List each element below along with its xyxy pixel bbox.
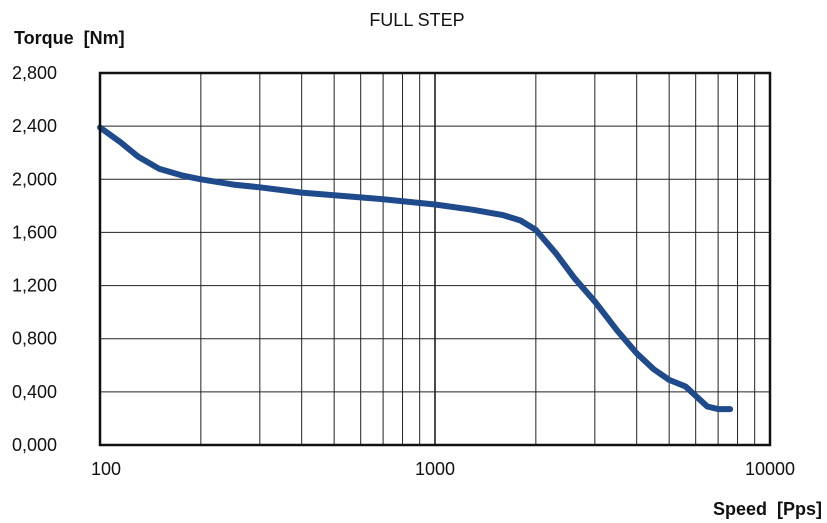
y-tick-label: 2,000 (12, 169, 57, 189)
y-tick-label: 2,400 (12, 116, 57, 136)
x-tick-label: 10000 (745, 459, 795, 479)
plot-frame (98, 71, 772, 447)
gridlines (100, 73, 770, 445)
x-tick-label: 1000 (415, 459, 455, 479)
torque-curve-line (97, 124, 734, 413)
y-tick-label: 0,000 (12, 435, 57, 455)
y-tick-label: 1,200 (12, 276, 57, 296)
y-tick-label: 0,800 (12, 329, 57, 349)
x-tick-label: 100 (91, 459, 121, 479)
y-tick-label: 2,800 (12, 63, 57, 83)
y-tick-label: 1,600 (12, 222, 57, 242)
x-axis-label: Speed [Pps] (713, 499, 822, 519)
series-group (97, 124, 734, 413)
tick-labels: 100 1000 10000 0,000 0,400 0,800 1,200 1,600 2,0… (12, 63, 795, 479)
y-tick-label: 0,400 (12, 382, 57, 402)
y-axis-label: Torque [Nm] (14, 28, 125, 48)
chart-title: FULL STEP (369, 10, 464, 30)
